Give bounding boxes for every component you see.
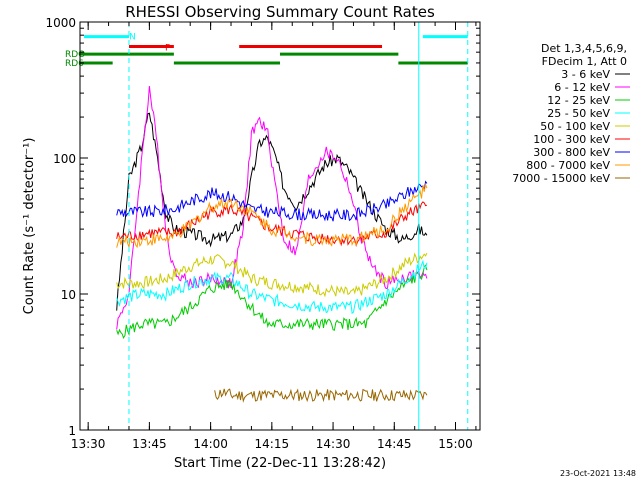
legend: Det 1,3,4,5,6,9,FDecim 1, Att 03 - 6 keV… — [512, 42, 630, 185]
x-tick-label-1445: 14:45 — [377, 437, 412, 451]
plot-frame — [79, 21, 481, 431]
legend-label-25-50-kev: 25 - 50 keV — [547, 107, 610, 120]
legend-label-100-300-kev: 100 - 300 keV — [533, 133, 610, 146]
series-layer — [116, 85, 428, 403]
series-3-6-kev — [116, 112, 428, 311]
x-tick-label-1345: 13:45 — [132, 437, 167, 451]
y-tick-label-100: 100 — [53, 152, 76, 166]
series-7000-15000-kev — [214, 388, 428, 403]
footer-timestamp: 23-Oct-2021 13:48 — [560, 469, 636, 478]
state-bar-label-rd6: RD6 — [65, 59, 84, 69]
state-bar-label-n: N — [129, 33, 136, 43]
series-800-7000-kev — [116, 182, 428, 249]
legend-header-2: FDecim 1, Att 0 — [542, 55, 627, 68]
legend-label-50-100-kev: 50 - 100 keV — [540, 120, 610, 133]
y-tick-label-1000: 1000 — [45, 16, 76, 30]
state-bar-label-f: F — [165, 44, 170, 54]
legend-header-1: Det 1,3,4,5,6,9, — [541, 42, 627, 55]
series-50-100-kev — [116, 252, 428, 298]
x-tick-label-1415: 14:15 — [255, 437, 290, 451]
legend-label-3-6-kev: 3 - 6 keV — [561, 68, 610, 81]
legend-label-7000-15000-kev: 7000 - 15000 keV — [512, 172, 610, 185]
state-bar-label-rdo: RDO — [65, 50, 85, 60]
vertical-markers-layer — [128, 22, 469, 430]
x-axis-label: Start Time (22-Dec-11 13:28:42) — [174, 456, 386, 471]
series-6-12-kev — [116, 85, 428, 330]
legend-label-300-800-kev: 300 - 800 keV — [533, 146, 610, 159]
series-12-25-kev — [116, 264, 428, 339]
x-tick-label-1430: 14:30 — [316, 437, 351, 451]
y-tick-label-10: 10 — [61, 288, 76, 302]
y-axis-label: Count Rate (s⁻¹ detector⁻¹) — [22, 138, 37, 315]
chart-title: RHESSI Observing Summary Count Rates — [125, 3, 435, 21]
y-tick-label-1: 1 — [68, 424, 76, 438]
series-300-800-kev — [116, 180, 428, 222]
legend-label-6-12-kev: 6 - 12 keV — [554, 81, 610, 94]
legend-label-800-7000-kev: 800 - 7000 keV — [526, 159, 610, 172]
legend-label-12-25-kev: 12 - 25 keV — [547, 94, 610, 107]
x-tick-label-1330: 13:30 — [71, 437, 106, 451]
x-tick-label-1400: 14:00 — [193, 437, 228, 451]
series-25-50-kev — [116, 259, 428, 315]
axes-layer: 13:30 13:45 14:00 14:15 14:30 14:45 15:00 1 10 10… — [45, 16, 480, 451]
x-tick-label-1500: 15:00 — [438, 437, 473, 451]
